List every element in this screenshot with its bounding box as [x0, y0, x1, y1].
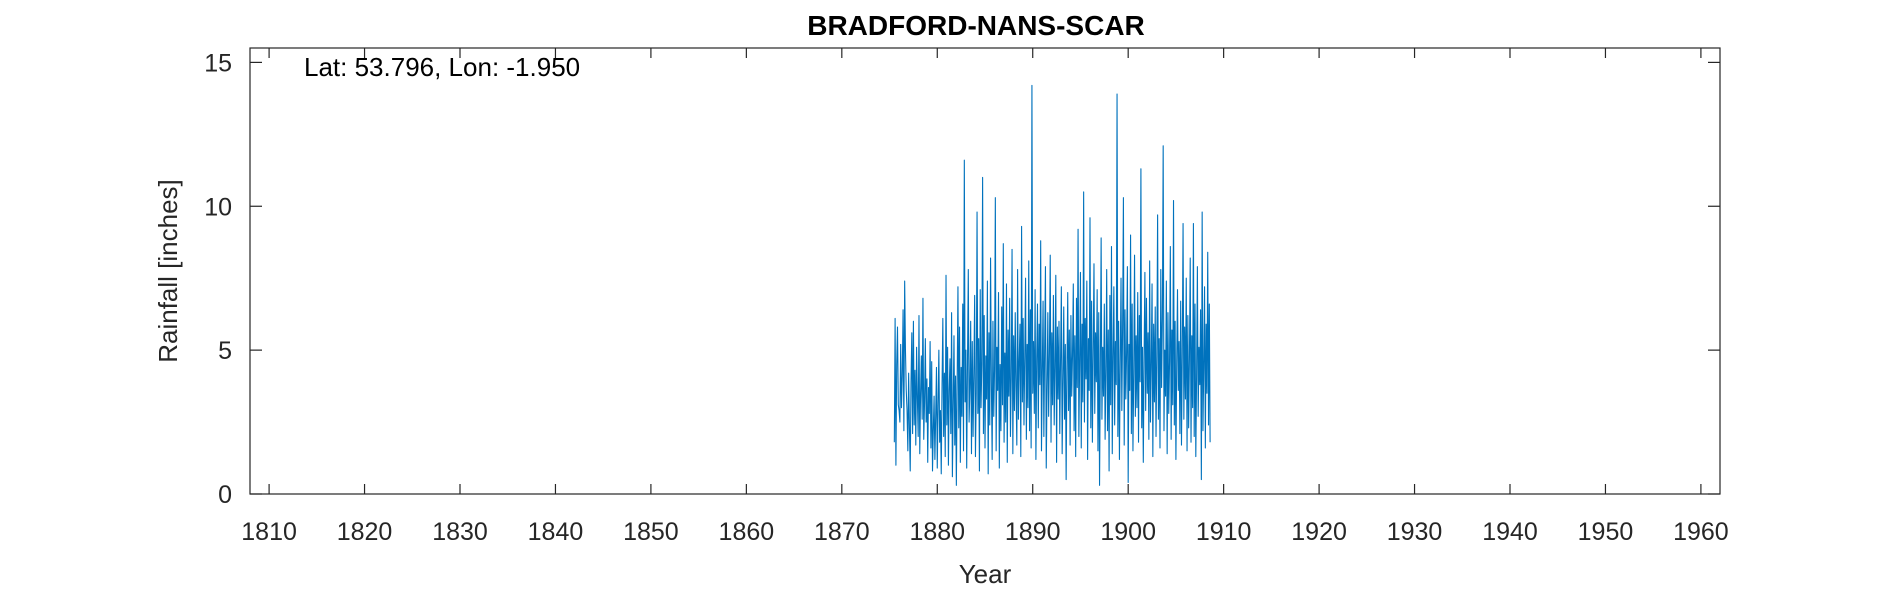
y-tick-label: 0	[218, 481, 232, 509]
x-tick-label: 1850	[623, 518, 679, 546]
x-tick-label: 1910	[1196, 518, 1252, 546]
x-tick-label: 1940	[1482, 518, 1538, 546]
chart-title: BRADFORD-NANS-SCAR	[807, 10, 1145, 41]
series-layer	[893, 84, 1211, 486]
station-annotation: Lat: 53.796, Lon: -1.950	[304, 52, 580, 82]
x-tick-label: 1930	[1387, 518, 1443, 546]
y-tick-label: 5	[218, 337, 232, 365]
x-tick-label: 1830	[432, 518, 488, 546]
x-tick-label: 1810	[241, 518, 297, 546]
x-tick-label: 1820	[337, 518, 393, 546]
rainfall-series-line	[893, 84, 1211, 486]
x-tick-label: 1920	[1291, 518, 1347, 546]
x-tick-label: 1840	[528, 518, 584, 546]
x-tick-label: 1880	[909, 518, 965, 546]
x-tick-label: 1950	[1578, 518, 1634, 546]
y-axis-title: Rainfall [inches]	[153, 179, 183, 363]
y-tick-label: 15	[204, 49, 232, 77]
x-tick-label: 1870	[814, 518, 870, 546]
x-tick-label: 1860	[719, 518, 775, 546]
x-axis-ticks: 1810 1820 1830 1840 1850 1860 1870 1880 1890 1900…	[241, 48, 1729, 546]
x-axis-title: Year	[959, 559, 1012, 589]
x-tick-label: 1960	[1673, 518, 1729, 546]
x-tick-label: 1890	[1005, 518, 1061, 546]
plot-area	[249, 47, 1721, 495]
y-axis-ticks: 0 5 10 15	[204, 49, 1720, 509]
y-tick-label: 10	[204, 193, 232, 221]
x-tick-label: 1900	[1100, 518, 1156, 546]
